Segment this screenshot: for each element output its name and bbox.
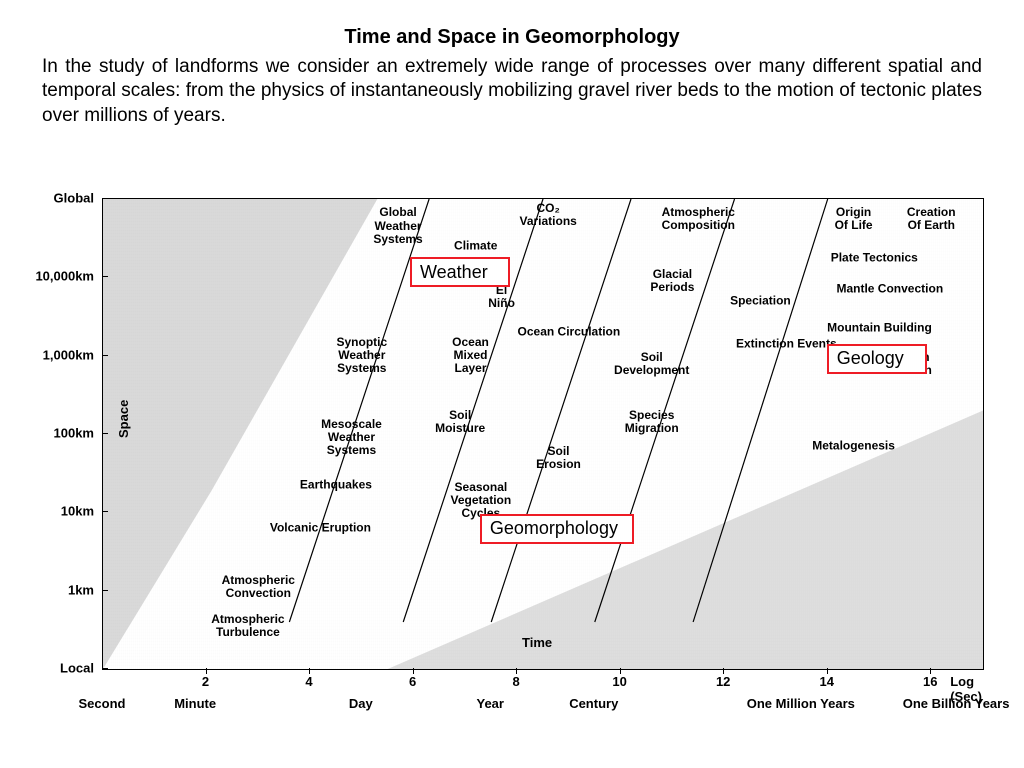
process-label: Soil Moisture xyxy=(435,409,485,435)
process-label: Soil Development xyxy=(614,350,689,376)
intro-paragraph: In the study of landforms we consider an… xyxy=(42,55,982,128)
y-tick-label: 10,000km xyxy=(35,269,94,284)
process-label: Mantle Convection xyxy=(836,282,943,295)
process-label: Plate Tectonics xyxy=(831,251,918,264)
y-tick-label: Local xyxy=(60,661,94,676)
x-tick-number: 10 xyxy=(612,674,626,689)
process-label: Mountain Building xyxy=(827,322,932,335)
process-label: Glacial Periods xyxy=(650,268,694,294)
x-tick-name: Century xyxy=(569,696,618,711)
chart-plot-area: Atmospheric Turbulence Atmospheric Convec… xyxy=(102,198,984,670)
x-tick-name: One Billion Years xyxy=(903,696,1010,711)
process-label: Creation Of Earth xyxy=(907,205,956,231)
process-label: Earthquakes xyxy=(300,478,372,491)
x-tick-number: 16 xyxy=(923,674,937,689)
y-axis-label: Space xyxy=(116,400,131,438)
highlight-box: Geology xyxy=(827,344,927,374)
page-title: Time and Space in Geomorphology xyxy=(0,0,1024,49)
y-tick-label: Global xyxy=(54,191,94,206)
x-tick-name: Second xyxy=(79,696,126,711)
x-tick-number: 4 xyxy=(305,674,312,689)
process-label: Atmospheric Turbulence xyxy=(211,613,284,639)
process-label: CO₂ Variations xyxy=(519,201,576,227)
process-label: Speciation xyxy=(730,294,791,307)
process-label: Ocean Mixed Layer xyxy=(452,336,489,376)
x-tick-name: Minute xyxy=(174,696,216,711)
highlight-box: Weather xyxy=(410,257,510,287)
process-label: Metalogenesis xyxy=(812,439,895,452)
time-space-chart: Atmospheric Turbulence Atmospheric Convec… xyxy=(22,188,1002,748)
process-label: Ocean Circulation xyxy=(518,326,621,339)
x-tick-number: 12 xyxy=(716,674,730,689)
x-tick-name: One Million Years xyxy=(747,696,855,711)
x-tick-name: Year xyxy=(476,696,503,711)
process-label: Synoptic Weather Systems xyxy=(336,336,387,376)
x-axis-label-time: Time xyxy=(522,635,552,650)
highlight-box: Geomorphology xyxy=(480,514,634,544)
x-tick-number: 8 xyxy=(512,674,519,689)
process-label: Global Weather Systems xyxy=(373,207,422,247)
process-label: Volcanic Eruption xyxy=(270,521,371,534)
process-label: Atmospheric Convection xyxy=(222,574,295,600)
process-label: El Niño xyxy=(488,284,515,310)
x-tick-number: 6 xyxy=(409,674,416,689)
y-tick-label: 1,000km xyxy=(43,347,94,362)
process-label: Origin Of Life xyxy=(835,205,873,231)
y-tick-label: 10km xyxy=(61,504,94,519)
process-label: Extinction Events xyxy=(736,337,837,350)
y-tick-label: 1km xyxy=(68,582,94,597)
process-label: Species Migration xyxy=(625,409,679,435)
y-tick-label: 100km xyxy=(54,426,94,441)
process-label: Mesoscale Weather Systems xyxy=(321,418,382,458)
process-label: Atmospheric Composition xyxy=(662,205,735,231)
x-tick-name: Day xyxy=(349,696,373,711)
x-tick-number: 2 xyxy=(202,674,209,689)
x-tick-number: 14 xyxy=(819,674,833,689)
process-label: Soil Erosion xyxy=(536,444,581,470)
process-label: Climate xyxy=(454,239,497,252)
